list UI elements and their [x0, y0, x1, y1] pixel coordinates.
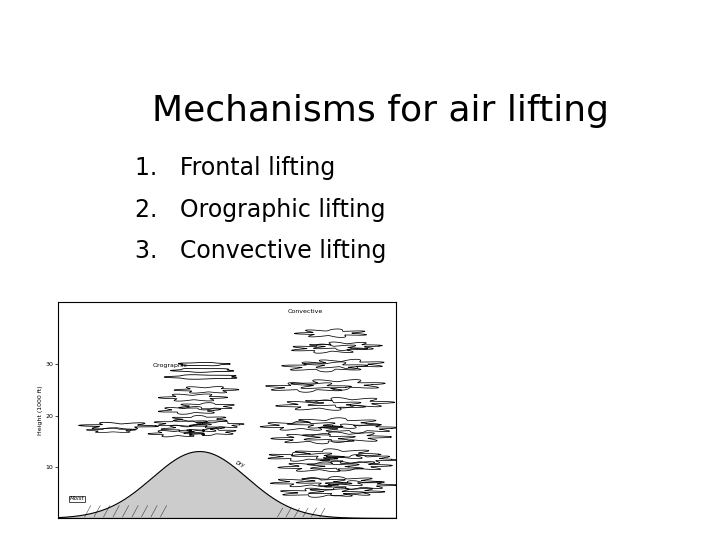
Text: Convective: Convective [288, 309, 323, 314]
Text: 1.   Frontal lifting: 1. Frontal lifting [135, 156, 335, 180]
Text: 2.   Orographic lifting: 2. Orographic lifting [135, 198, 385, 222]
Text: Orographic: Orographic [153, 363, 187, 368]
Y-axis label: Height (1000 ft): Height (1000 ft) [37, 386, 42, 435]
Text: 3.   Convective lifting: 3. Convective lifting [135, 239, 386, 264]
Text: Moist: Moist [69, 496, 84, 502]
Text: Mechanisms for air lifting: Mechanisms for air lifting [152, 94, 608, 128]
Text: Dry: Dry [235, 460, 246, 468]
